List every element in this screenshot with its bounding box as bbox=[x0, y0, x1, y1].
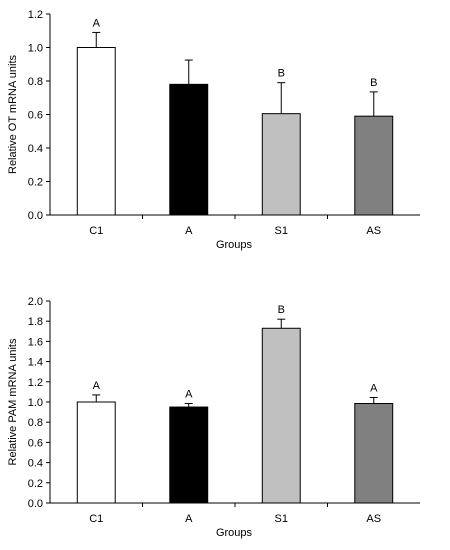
x-tick-label: S1 bbox=[275, 225, 288, 237]
x-axis-title: Groups bbox=[216, 239, 253, 251]
y-tick-label: 1.2 bbox=[28, 377, 43, 389]
significance-label: A bbox=[370, 382, 378, 394]
y-tick-label: 0.4 bbox=[28, 143, 43, 155]
bar-as bbox=[354, 115, 394, 216]
x-tick-label: AS bbox=[366, 513, 381, 525]
bar-s1 bbox=[261, 327, 301, 504]
significance-label: A bbox=[93, 17, 101, 29]
y-tick-label: 1.2 bbox=[28, 9, 43, 21]
bar-a bbox=[169, 406, 209, 504]
x-tick-label: S1 bbox=[275, 513, 288, 525]
significance-label: B bbox=[278, 68, 285, 80]
x-axis-title: Groups bbox=[216, 527, 253, 539]
x-tick-label: A bbox=[185, 225, 193, 237]
x-tick-label: A bbox=[185, 513, 193, 525]
y-tick-label: 0.0 bbox=[28, 498, 43, 510]
y-tick-label: 1.0 bbox=[28, 43, 43, 55]
y-tick-label: 1.8 bbox=[28, 316, 43, 328]
y-axis-title: Relative PAM mRNA units bbox=[7, 338, 19, 465]
y-tick-label: 1.0 bbox=[28, 397, 43, 409]
y-tick-label: 0.2 bbox=[28, 478, 43, 490]
significance-label: A bbox=[185, 389, 193, 401]
significance-label: B bbox=[370, 77, 377, 89]
ot-chart: 0.0 0.2 0.4 0.6 0.8 1.0 1.2 A C1 A B S1 B AS Groups Rel… bbox=[7, 9, 420, 251]
y-tick-label: 0.0 bbox=[28, 210, 43, 222]
y-tick-label: 0.2 bbox=[28, 177, 43, 189]
y-tick-label: 0.6 bbox=[28, 110, 43, 122]
bar-c1 bbox=[76, 401, 116, 504]
x-tick-label: AS bbox=[366, 225, 381, 237]
y-tick-label: 1.6 bbox=[28, 336, 43, 348]
y-tick-label: 0.6 bbox=[28, 437, 43, 449]
bar-a bbox=[169, 83, 209, 216]
y-tick-label: 2.0 bbox=[28, 296, 43, 308]
bar-s1 bbox=[261, 113, 301, 216]
bar-as bbox=[354, 403, 394, 504]
y-tick-label: 1.4 bbox=[28, 357, 43, 369]
y-tick-label: 0.8 bbox=[28, 417, 43, 429]
x-tick-label: C1 bbox=[89, 225, 103, 237]
y-axis-title: Relative OT mRNA units bbox=[7, 55, 19, 175]
pam-chart: 0.0 0.2 0.4 0.6 0.8 1.0 1.2 1.4 1.6 1.8 2.0 A C1 A A B S… bbox=[7, 296, 420, 539]
y-tick-label: 0.4 bbox=[28, 458, 43, 470]
bar-c1 bbox=[76, 47, 116, 216]
y-tick-label: 0.8 bbox=[28, 76, 43, 88]
significance-label: A bbox=[93, 380, 101, 392]
significance-label: B bbox=[278, 304, 285, 316]
x-tick-label: C1 bbox=[89, 513, 103, 525]
